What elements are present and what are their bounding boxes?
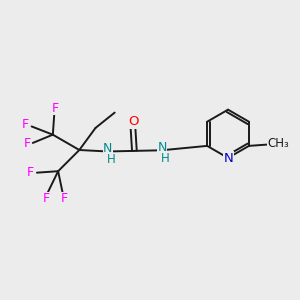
Text: H: H xyxy=(160,152,169,165)
Text: N: N xyxy=(158,141,167,154)
Text: F: F xyxy=(43,192,50,206)
Text: N: N xyxy=(103,142,112,155)
Text: F: F xyxy=(23,137,31,150)
Text: H: H xyxy=(106,153,115,166)
Text: N: N xyxy=(224,152,233,165)
Text: CH₃: CH₃ xyxy=(268,137,289,150)
Text: F: F xyxy=(51,102,58,115)
Text: F: F xyxy=(61,192,68,206)
Text: O: O xyxy=(128,115,139,128)
Text: F: F xyxy=(22,118,29,131)
Text: F: F xyxy=(27,166,34,178)
